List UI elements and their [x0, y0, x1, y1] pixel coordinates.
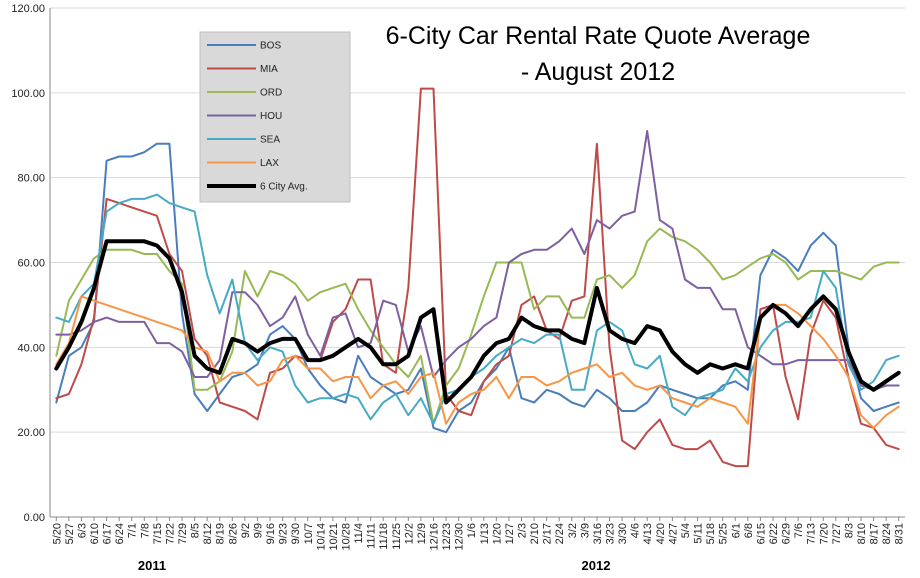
x-tick-label: 7/6 — [793, 523, 805, 538]
x-tick-label: 8/12 — [202, 523, 214, 544]
x-tick-label: 12/16 — [428, 523, 440, 551]
x-tick-label: 5/27 — [64, 523, 76, 544]
x-tick-label: 7/20 — [818, 523, 830, 544]
y-tick-label: 60.00 — [17, 258, 45, 270]
x-tick-label: 6/8 — [743, 523, 755, 538]
y-axis: 0.00 20.00 40.00 60.00 80.00 100.00 120.00 — [11, 3, 51, 524]
x-tick-label: 6/17 — [102, 523, 114, 544]
x-tick-label: 1/27 — [504, 523, 516, 544]
y-tick-label: 100.00 — [11, 88, 45, 100]
x-tick-label: 4/27 — [667, 523, 679, 544]
x-tick-label: 1/6 — [466, 523, 478, 538]
series-line — [55, 227, 900, 425]
x-axis: 5/20 5/27 6/3 6/10 6/17 6/24 7/1 7/8 7/15 7/22 7/2… — [50, 516, 906, 551]
chart-title-line-1: 6-City Car Rental Rate Quote Average — [386, 22, 811, 50]
x-tick-label: 6/10 — [89, 523, 101, 544]
x-tick-label: 3/30 — [617, 523, 629, 544]
series-line — [55, 193, 900, 425]
x-tick-label: 7/13 — [806, 523, 818, 544]
x-tick-label: 8/17 — [869, 523, 881, 544]
x-tick-label: 6/3 — [76, 523, 88, 538]
x-tick-label: 11/25 — [391, 523, 403, 550]
x-tick-label: 7/29 — [177, 523, 189, 544]
x-tick-label: 5/18 — [705, 523, 717, 544]
x-tick-label: 1/20 — [491, 523, 503, 544]
legend-label: SEA — [260, 135, 280, 146]
x-tick-label: 12/9 — [416, 523, 428, 544]
x-tick-label: 7/22 — [164, 523, 176, 544]
legend-label: LAX — [260, 158, 279, 169]
x-tick-label: 2/3 — [517, 523, 529, 538]
x-tick-label: 8/5 — [190, 523, 202, 538]
x-tick-label: 11/4 — [353, 523, 365, 544]
y-tick-label: 20.00 — [17, 427, 45, 439]
x-tick-label: 5/11 — [693, 523, 705, 544]
x-tick-label: 10/7 — [303, 523, 315, 544]
x-tick-label: 7/8 — [139, 523, 151, 538]
x-tick-label: 6/24 — [114, 523, 126, 544]
x-tick-label: 4/20 — [655, 523, 667, 544]
x-tick-label: 9/9 — [252, 523, 264, 538]
x-tick-label: 10/28 — [340, 523, 352, 551]
series-lines — [54, 87, 901, 468]
x-tick-label: 8/31 — [894, 523, 906, 544]
x-tick-label: 12/30 — [454, 523, 466, 551]
x-tick-label: 6/22 — [768, 523, 780, 544]
x-tick-label: 8/3 — [843, 523, 855, 538]
chart-title-line-2: - August 2012 — [521, 58, 675, 86]
x-tick-label: 6/1 — [730, 523, 742, 538]
x-tick-label: 2/10 — [529, 523, 541, 544]
x-tick-label: 4/6 — [630, 523, 642, 538]
legend: BOS MIA ORD HOU SEA LAX 6 City Avg. — [199, 31, 351, 203]
series-line — [55, 295, 900, 429]
x-tick-label: 10/21 — [328, 523, 340, 551]
legend-label: MIA — [260, 64, 278, 75]
x-tick-label: 5/25 — [718, 523, 730, 544]
x-tick-label: 3/16 — [592, 523, 604, 544]
y-tick-label: 80.00 — [17, 173, 45, 185]
x-tick-label: 12/2 — [403, 523, 415, 544]
x-tick-label: 2/24 — [554, 523, 566, 544]
year-label-2011: 2011 — [138, 558, 166, 573]
legend-label: 6 City Avg. — [260, 182, 308, 193]
x-tick-label: 9/2 — [240, 523, 252, 538]
x-tick-label: 2/17 — [542, 523, 554, 544]
x-tick-label: 5/20 — [51, 523, 63, 544]
x-tick-label: 5/4 — [680, 523, 692, 538]
x-tick-label: 10/14 — [315, 523, 327, 551]
x-tick-label: 7/27 — [831, 523, 843, 544]
x-tick-label: 11/11 — [366, 523, 378, 549]
legend-label: ORD — [260, 88, 282, 99]
y-tick-label: 120.00 — [11, 3, 45, 15]
legend-box — [199, 31, 351, 203]
x-tick-label: 8/19 — [215, 523, 227, 544]
y-tick-label: 40.00 — [17, 342, 45, 354]
series-line — [54, 239, 901, 405]
x-tick-label: 8/10 — [856, 523, 868, 544]
x-tick-label: 8/24 — [881, 523, 893, 544]
x-tick-label: 3/9 — [579, 523, 591, 538]
x-tick-label: 8/26 — [227, 523, 239, 544]
x-tick-label: 1/13 — [479, 523, 491, 544]
x-tick-label: 11/18 — [378, 523, 390, 550]
x-tick-label: 3/2 — [567, 523, 579, 538]
year-label-2012: 2012 — [582, 558, 611, 573]
x-tick-label: 7/1 — [127, 523, 139, 538]
legend-label: BOS — [260, 41, 281, 52]
x-tick-label: 9/23 — [278, 523, 290, 544]
x-tick-label: 9/16 — [265, 523, 277, 544]
x-tick-label: 4/13 — [642, 523, 654, 544]
y-tick-label: 0.00 — [24, 512, 45, 524]
x-tick-label: 12/23 — [441, 523, 453, 551]
legend-label: HOU — [260, 111, 282, 122]
x-tick-label: 7/15 — [152, 523, 164, 544]
x-tick-label: 9/30 — [290, 523, 302, 544]
x-tick-label: 6/15 — [755, 523, 767, 544]
x-tick-label: 6/29 — [781, 523, 793, 544]
x-tick-label: 3/23 — [605, 523, 617, 544]
